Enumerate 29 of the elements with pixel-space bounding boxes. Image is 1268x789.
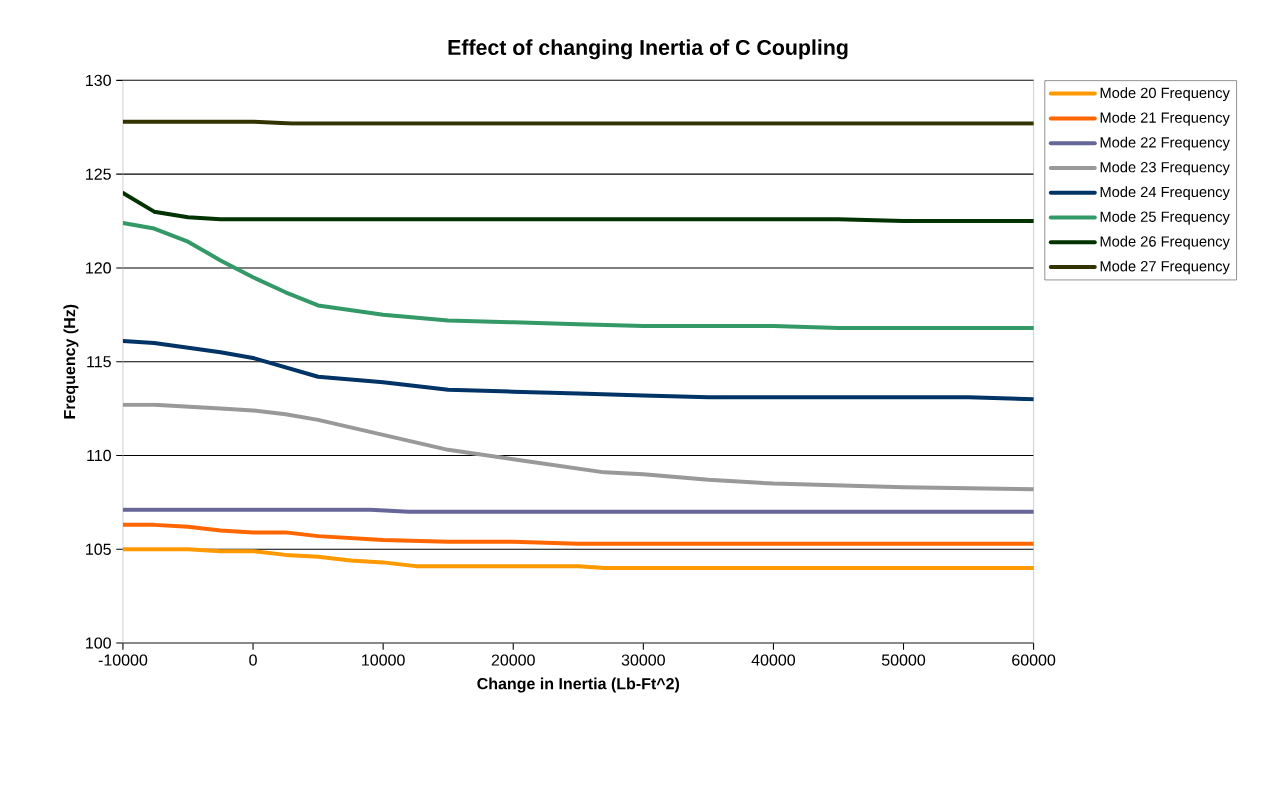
y-tick-label: 125 (86, 168, 111, 180)
line-series (122, 190, 1034, 223)
y-tick-label: 100 (86, 637, 111, 649)
y-tick-label: 130 (86, 74, 111, 86)
x-tick-label: 60000 (1012, 654, 1056, 666)
line-series (122, 522, 1034, 546)
y-tick-label: 120 (86, 262, 111, 274)
x-tick-label: 50000 (881, 654, 926, 666)
legend-label: Mode 22 Frequency (1100, 136, 1230, 151)
y-tick-label: 115 (87, 355, 111, 368)
x-tick-label: 30000 (621, 654, 665, 666)
y-axis-title: Frequency (Hz) (63, 304, 79, 419)
x-axis-title: Change in Inertia (Lb-Ft^2) (477, 677, 680, 693)
x-tick-label: 10000 (362, 654, 405, 666)
legend-label: Mode 27 Frequency (1100, 260, 1230, 275)
y-tick-label: 105 (86, 543, 111, 555)
line-series (122, 220, 1034, 330)
x-tick-label: 20000 (491, 654, 535, 666)
x-tick-label: 0 (249, 654, 257, 666)
y-tick-label: 110 (87, 449, 111, 461)
legend-label: Mode 26 Frequency (1100, 235, 1230, 250)
chart-title: Effect of changing Inertia of C Coupling (448, 39, 848, 60)
legend-label: Mode 25 Frequency (1100, 210, 1230, 225)
x-tick-label: -10000 (98, 654, 148, 666)
legend-label: Mode 20 Frequency (1100, 87, 1230, 101)
x-tick-label: 40000 (751, 654, 796, 666)
legend-label: Mode 23 Frequency (1100, 161, 1230, 176)
legend-label: Mode 21 Frequency (1100, 111, 1230, 126)
legend-label: Mode 24 Frequency (1100, 186, 1230, 200)
